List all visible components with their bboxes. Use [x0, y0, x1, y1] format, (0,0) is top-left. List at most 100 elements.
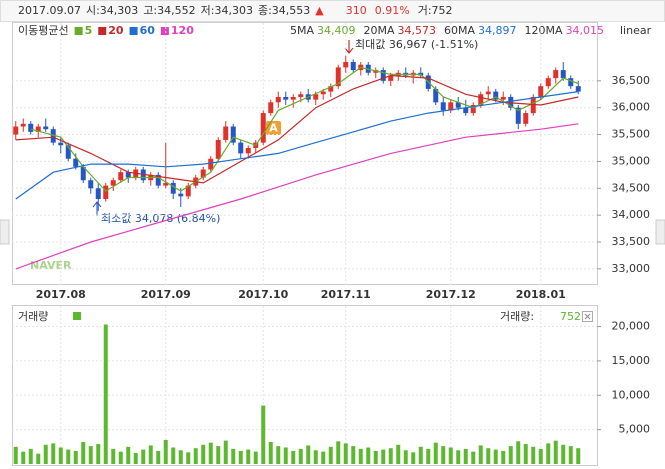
candle-body [155, 174, 161, 186]
volume-bar [268, 442, 273, 464]
legend-entry: 20 [108, 24, 124, 37]
candle-body [313, 94, 319, 100]
candle-body [493, 91, 499, 100]
volume-bar [178, 450, 183, 464]
volume-bar [373, 450, 378, 464]
marker-label: A [269, 122, 278, 135]
candle-body [260, 113, 266, 143]
y-tick-label: 34,000 [612, 208, 651, 221]
max-annotation: 최대값 36,967 (-1.51%) [355, 38, 478, 51]
volume-bar [58, 447, 63, 464]
ma-label: 5MA [290, 24, 314, 37]
scale-label[interactable]: linear [620, 24, 652, 37]
volume-bar [411, 452, 416, 464]
candle-body [110, 180, 116, 186]
volume-bar [568, 446, 573, 464]
volume-title: 거래량 [18, 310, 48, 323]
x-tick-label: 2017.12 [426, 288, 476, 301]
volume-bar [508, 446, 513, 464]
candle-body [13, 126, 19, 135]
header-date: 2017.09.07 [18, 4, 81, 17]
volume-bar [43, 444, 48, 464]
volume-bar [343, 443, 348, 464]
candle-body [335, 67, 341, 87]
volume-bar [96, 444, 101, 464]
y-tick-label: 33,500 [612, 235, 651, 248]
volume-bar [126, 446, 131, 464]
volume-bar [478, 445, 483, 464]
ma-label: 60MA [444, 24, 475, 37]
candle-body [185, 185, 191, 197]
y-tick-label: 35,500 [612, 128, 651, 141]
legend-swatch [98, 27, 107, 35]
volume-panel [12, 305, 598, 466]
volume-bar [351, 446, 356, 464]
legend-entry: 5 [85, 24, 93, 37]
volume-bar [21, 451, 26, 464]
candle-body [118, 172, 124, 181]
y-tick-label: 36,500 [612, 74, 651, 87]
volume-bar [328, 446, 333, 464]
header-field: 고:34,552 [143, 4, 195, 17]
volume-bar [441, 446, 446, 464]
candle-body [88, 180, 94, 189]
candle-body [500, 96, 506, 100]
y-tick-label: 33,000 [612, 262, 651, 275]
candle-body [433, 88, 439, 103]
candle-body [448, 102, 454, 111]
volume-bar [538, 448, 543, 464]
candle-body [28, 123, 34, 132]
header-field: 종:34,553 [258, 4, 310, 17]
volume-bar [291, 450, 296, 464]
volume-bar [306, 445, 311, 464]
volume-bar [261, 405, 266, 464]
volume-bar [486, 448, 491, 464]
candle-body [350, 62, 356, 71]
candle-body [485, 91, 491, 95]
candle-body [275, 96, 281, 103]
volume-bar [66, 449, 71, 464]
right-handle[interactable] [655, 219, 665, 245]
legend-entry: 60 [140, 24, 156, 37]
candle-body [538, 86, 544, 97]
volume-bar [36, 453, 41, 464]
x-tick-label: 2017.11 [321, 288, 371, 301]
volume-bar [171, 447, 176, 464]
candle-body [290, 96, 296, 100]
candle-body [515, 107, 521, 124]
candle-body [20, 123, 26, 127]
change-value: 310 [346, 4, 367, 17]
volume-bar [223, 440, 228, 464]
volume-bar [561, 444, 566, 464]
candle-body [575, 86, 581, 92]
volume-bar [553, 440, 558, 464]
ma-line [15, 91, 579, 200]
volume-bar [471, 451, 476, 464]
volume-bar [433, 442, 438, 464]
candle-body [328, 86, 334, 92]
volume-bar [111, 448, 116, 464]
ma-line [15, 123, 579, 270]
price-panel [12, 22, 598, 285]
left-handle[interactable] [0, 219, 10, 245]
volume-bar [493, 449, 498, 464]
ma-line [15, 74, 579, 184]
volume-bar [576, 448, 581, 464]
legend-swatch [129, 27, 138, 35]
candle-body [470, 105, 476, 114]
volume-current: 752 [560, 310, 581, 323]
ma-line [30, 66, 579, 192]
x-tick-label: 2017.10 [238, 288, 288, 301]
volume-bar [103, 324, 108, 464]
candle-body [215, 139, 221, 159]
volume-bar [388, 448, 393, 464]
candle-body [200, 169, 206, 178]
volume-bar [253, 451, 258, 464]
volume-bar [208, 442, 213, 464]
y2-tick-label: 20,000 [612, 320, 651, 333]
volume-bar [246, 449, 251, 464]
volume-bar [381, 449, 386, 464]
min-annotation: 최소값 34,078 (6.84%) [101, 212, 220, 225]
